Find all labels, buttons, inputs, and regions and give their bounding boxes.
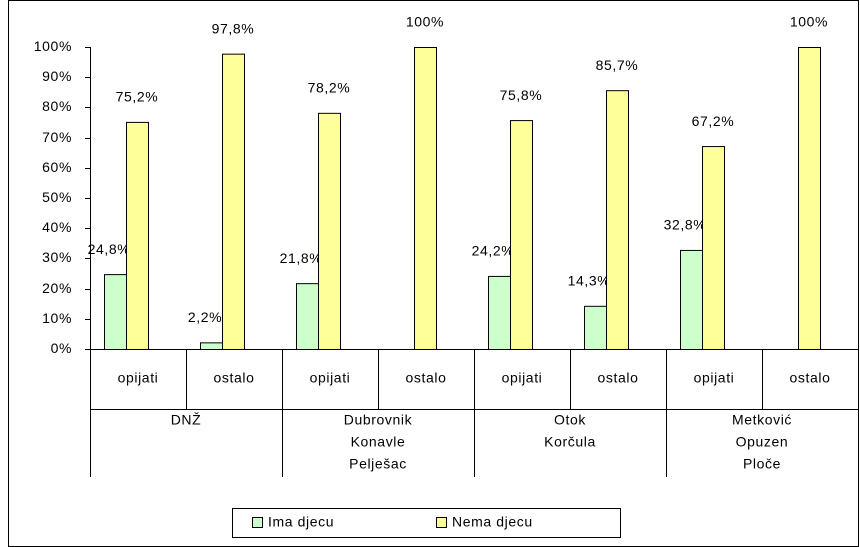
value-label: 75,2% [116, 89, 159, 105]
x-tick-label: ostalo [790, 370, 831, 386]
legend-swatch [252, 517, 263, 528]
value-label: 2,2% [188, 309, 222, 325]
group-label: Ploče [743, 456, 781, 472]
value-label: 21,8% [280, 250, 323, 266]
bar [318, 112, 341, 350]
x-tick-label: opijati [118, 370, 159, 386]
value-label: 14,3% [568, 273, 611, 289]
bar [414, 47, 437, 350]
legend-box [232, 508, 621, 538]
bar [584, 305, 607, 350]
value-label: 100% [790, 14, 828, 30]
group-label: Metković [732, 412, 792, 428]
value-label: 78,2% [308, 80, 351, 96]
bar [296, 283, 319, 350]
y-tick-label: 80% [42, 98, 72, 114]
x-tick-label: ostalo [406, 370, 447, 386]
bar [798, 47, 821, 350]
group-label: Dubrovnik [344, 412, 413, 428]
x-tick-label: ostalo [214, 370, 255, 386]
value-label: 24,2% [472, 243, 515, 259]
value-label: 24,8% [88, 241, 131, 257]
value-label: 32,8% [664, 217, 707, 233]
y-tick-label: 70% [42, 129, 72, 145]
y-tick-label: 30% [42, 249, 72, 265]
group-label: Opuzen [736, 434, 789, 450]
value-label: 85,7% [596, 57, 639, 73]
y-tick-label: 10% [42, 310, 72, 326]
bar [104, 274, 127, 351]
y-tick-label: 0% [51, 340, 72, 356]
y-tick-label: 100% [34, 38, 72, 54]
group-label: Konavle [351, 434, 406, 450]
bar [488, 275, 511, 350]
y-tick-label: 40% [42, 219, 72, 235]
bar [126, 121, 149, 350]
y-tick-label: 90% [42, 68, 72, 84]
value-label: 75,8% [500, 87, 543, 103]
group-label: DNŽ [171, 412, 202, 428]
legend-label: Nema djecu [452, 514, 533, 530]
bar [222, 53, 245, 350]
value-label: 97,8% [212, 20, 255, 36]
x-tick-label: opijati [310, 370, 351, 386]
bar [606, 90, 629, 350]
legend-label: Ima djecu [268, 514, 334, 530]
y-tick-label: 50% [42, 189, 72, 205]
x-tick-label: opijati [694, 370, 735, 386]
x-tick-label: opijati [502, 370, 543, 386]
x-tick-label: ostalo [598, 370, 639, 386]
value-label: 100% [406, 14, 444, 30]
bar [200, 342, 223, 350]
y-tick-label: 20% [42, 280, 72, 296]
bar [702, 146, 725, 350]
y-tick-label: 60% [42, 159, 72, 175]
bar [510, 120, 533, 350]
legend-swatch [436, 517, 447, 528]
value-label: 67,2% [692, 113, 735, 129]
group-label: Pelješac [349, 456, 407, 472]
group-label: Korčula [544, 434, 596, 450]
bar [680, 249, 703, 350]
group-label: Otok [554, 412, 586, 428]
